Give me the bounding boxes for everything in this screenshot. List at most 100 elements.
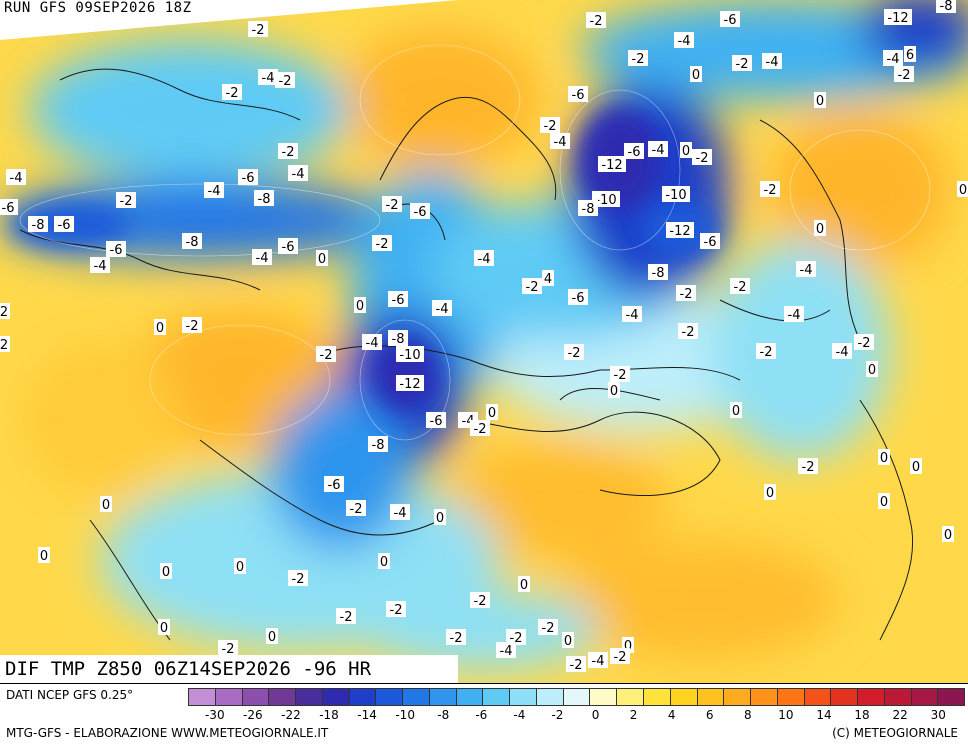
contour-label-text: 0 [436,511,444,526]
contour-labels: -2-2 -6 -12-8-4-20-2 -4 -4 6-2-4 -2-2 -6 0-2-4-2… [0,0,968,673]
contour-label-text: -6 [724,13,737,28]
contour-label-text: -2 [252,23,265,38]
contour-label: 2 [0,336,10,353]
legend-swatch [938,689,965,705]
contour-label-text: -2 [682,325,695,340]
legend-swatch [831,689,859,705]
contour-label: -12 [598,156,626,173]
legend-tick-label: -22 [281,708,301,722]
legend-tick-label: -4 [513,708,526,722]
contour-label-text: -6 [110,243,123,258]
contour-label: -4 [648,141,668,158]
contour-label-text: 0 [959,183,967,198]
contour-label: -8 [388,330,408,347]
contour-label-text: 0 [268,630,276,645]
contour-label-text: -6 [242,171,255,186]
contour-label-text: -2 [568,346,581,361]
contour-label-text: -12 [669,224,690,239]
contour-label-text: -2 [350,502,363,517]
contour-label: -4 [204,182,224,199]
contour-label-text: -2 [320,348,333,363]
contour-label-text: -8 [652,266,665,281]
contour-label: -2 [540,117,560,134]
contour-label-text: -4 [478,252,491,267]
contour-label: -2 [336,608,356,625]
contour-label: 0 [764,484,776,501]
contour-label: -2 [222,84,242,101]
contour-label: -2 [278,143,298,160]
contour-label: -4 [258,69,278,86]
contour-label-text: -8 [186,235,199,250]
contour-label-text: 0 [944,528,952,543]
contour-label: -12 [666,222,694,239]
contour-label-text: -2 [680,287,693,302]
contour-label: -4 [883,50,903,67]
contour-label: 2 [0,303,10,320]
contour-label-text: -6 [2,201,15,216]
legend-swatch [777,689,805,705]
contour-label-text: -2 [734,280,747,295]
legend-swatch [269,689,297,705]
contour-label: 0 [690,66,702,83]
contour-label-text: -2 [186,319,199,334]
legend-swatch [804,689,832,705]
contour-label: 0 [100,496,112,513]
legend-swatch [884,689,912,705]
contour-label-text: 0 [880,451,888,466]
contour-label: -4 [390,504,410,521]
contour-label: -6 [568,86,588,103]
contour-label: -2 [346,500,366,517]
contour-label: -12 [396,375,424,392]
contour-label-text: 0 [160,621,168,636]
contour-label-text: 0 [732,404,740,419]
temperature-anomaly-map: -2-2 -6 -12-8-4-20-2 -4 -4 6-2-4 -2-2 -6 0-2-4-2… [0,0,968,683]
contour-label: -8 [648,264,668,281]
contour-label-text: -4 [678,34,691,49]
contour-label-text: -4 [262,71,275,86]
contour-label-text: -8 [258,192,271,207]
contour-label: 0 [158,619,170,636]
contour-label: -4 [288,165,308,182]
contour-label: -8 [254,190,274,207]
contour-label-text: 0 [564,634,572,649]
run-title: RUN GFS 09SEP2026 18Z [4,0,192,16]
contour-label-text: 0 [356,299,364,314]
contour-label-text: -2 [474,594,487,609]
contour-label-text: -2 [542,621,555,636]
color-legend-bar [188,688,965,706]
legend-swatch [644,689,671,705]
contour-label: -2 [386,601,406,618]
contour-label-text: -4 [887,52,900,67]
legend-swatch [429,689,457,705]
contour-label-text: 0 [488,406,496,421]
legend-tick-label: -2 [551,708,564,722]
contour-label: -2 [798,458,818,475]
contour-label: -6 [238,169,258,186]
contour-label-text: -2 [544,119,557,134]
legend-tick-label: 4 [667,708,676,722]
legend-swatch [483,689,511,705]
footer: DATI NCEP GFS 0.25° -30 -26 -22 -18 -14 -10 -8… [0,683,968,745]
contour-label-text: -8 [392,332,405,347]
contour-label-text: -2 [614,368,627,383]
legend-tick-label: -10 [395,708,415,722]
contour-label: -6 [278,238,298,255]
contour-label: -10 [396,346,424,363]
contour-label: 0 [562,632,574,649]
contour-label-text: -2 [376,237,389,252]
contour-label-text: -6 [392,293,405,308]
contour-label: -2 [760,181,780,198]
contour-label-text: 0 [156,321,164,336]
contour-label: -8 [936,0,956,14]
contour-label: -4 [474,250,494,267]
contour-label-text: -12 [601,158,622,173]
contour-label-text: -4 [652,143,665,158]
legend-swatch [590,689,618,705]
contour-label-text: -2 [614,650,627,665]
contour-label-text: -6 [704,235,717,250]
legend-tick-label: -6 [475,708,488,722]
contour-label: -6 [0,199,18,216]
contour-label-text: -6 [282,240,295,255]
legend-swatch [349,689,377,705]
contour-label-text: -4 [208,184,221,199]
